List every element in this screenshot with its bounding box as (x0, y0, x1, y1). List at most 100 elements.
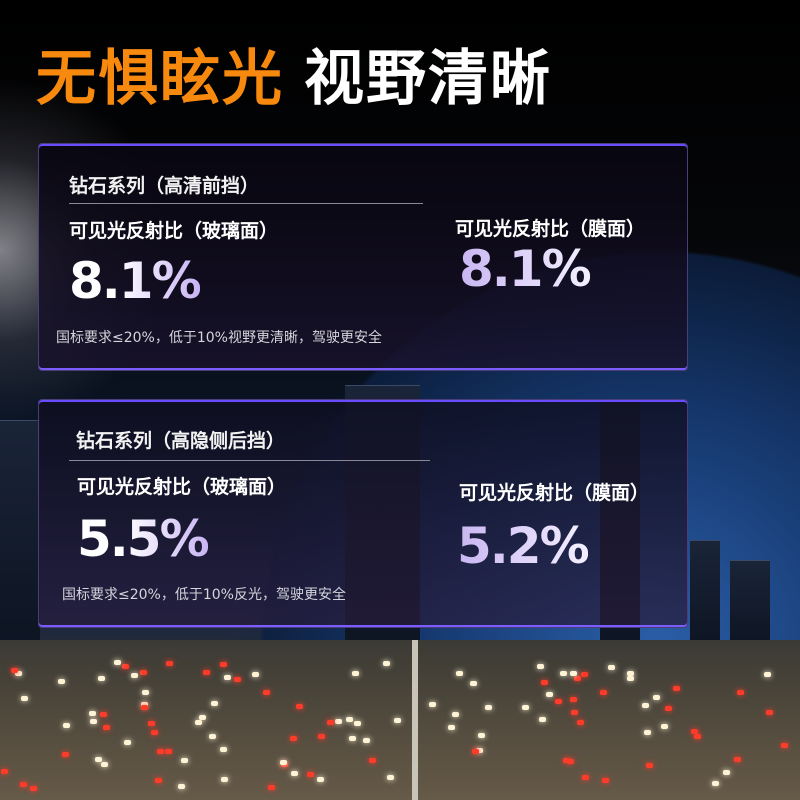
car-light (451, 712, 459, 718)
car-light (165, 661, 173, 667)
car-light (208, 734, 216, 740)
car-light (352, 670, 360, 676)
spec-card-side-rear: 钻石系列（高隐侧后挡） 可见光反射比（玻璃面） 5.5% 可见光反射比（膜面） … (38, 399, 688, 628)
car-light (570, 671, 578, 677)
car-light (627, 676, 634, 682)
car-light (211, 700, 219, 706)
car-light (382, 660, 390, 666)
car-light (177, 784, 185, 790)
car-light (150, 730, 158, 736)
car-light (368, 758, 376, 763)
car-light (318, 734, 326, 740)
series-name: 钻石系列（高隐侧后挡） (76, 430, 286, 452)
glass-value: 8.1% (69, 252, 202, 310)
car-light (326, 719, 334, 725)
car-light (219, 662, 227, 668)
car-light (555, 698, 563, 704)
glass-label: 可见光反射比（玻璃面） (77, 476, 287, 498)
car-light (569, 696, 577, 702)
car-light (224, 675, 232, 680)
car-light (102, 724, 110, 730)
building (0, 420, 40, 650)
series-name: 钻石系列（高清前挡） (69, 175, 260, 197)
car-light (141, 701, 149, 707)
standard-note: 国标要求≤20%，低于10%视野更清晰，驾驶更安全 (56, 330, 382, 346)
standard-note: 国标要求≤20%，低于10%反光，驾驶更安全 (62, 587, 346, 603)
car-light (394, 717, 402, 723)
car-light (766, 709, 773, 715)
film-label: 可见光反射比（膜面） (459, 482, 650, 504)
car-light (198, 714, 206, 720)
car-light (472, 748, 480, 754)
car-light (154, 777, 162, 783)
car-light (89, 710, 97, 716)
car-light (642, 703, 650, 709)
car-light (11, 667, 18, 673)
car-light (734, 757, 742, 763)
car-light (306, 771, 314, 777)
glass-value: 5.5% (77, 510, 210, 568)
divider (69, 460, 430, 461)
car-light (1, 769, 9, 775)
car-light (100, 761, 108, 767)
car-light (142, 689, 150, 695)
headline: 无惧眩光 视野清晰 (36, 30, 552, 117)
car-light (661, 723, 669, 729)
building (690, 540, 720, 650)
car-light (317, 776, 325, 782)
car-light (691, 728, 699, 734)
car-light (295, 703, 303, 709)
car-light (538, 716, 546, 722)
car-light (447, 724, 455, 730)
car-light (521, 704, 529, 710)
car-light (140, 670, 148, 676)
car-light (581, 671, 588, 677)
car-light (147, 720, 155, 726)
car-light (764, 671, 772, 677)
car-light (545, 692, 553, 698)
car-light (665, 706, 673, 712)
car-light (100, 712, 108, 718)
car-light (20, 696, 28, 702)
car-light (566, 758, 574, 764)
car-light (573, 675, 581, 681)
film-value: 5.2% (457, 517, 590, 575)
spec-card-front: 钻石系列（高清前挡） 可见光反射比（玻璃面） 8.1% 可见光反射比（膜面） 8… (38, 143, 688, 371)
car-light (781, 742, 789, 748)
car-light (428, 702, 436, 708)
film-value: 8.1% (459, 240, 592, 298)
car-light (220, 747, 228, 753)
car-light (577, 719, 585, 725)
car-light (456, 671, 464, 677)
car-light (353, 721, 361, 727)
car-light (181, 758, 189, 764)
car-light (268, 784, 276, 790)
car-light (30, 786, 38, 792)
car-light (540, 679, 548, 685)
car-light (263, 690, 271, 696)
car-light (61, 751, 69, 757)
car-light (476, 747, 484, 753)
building (730, 560, 770, 650)
car-light (140, 705, 148, 711)
car-light (627, 671, 635, 677)
divider (69, 203, 423, 204)
car-light (571, 709, 579, 715)
car-light (723, 769, 731, 775)
headline-part1: 无惧眩光 (36, 44, 284, 114)
car-light (582, 774, 590, 780)
car-light (607, 664, 615, 670)
car-light (280, 759, 288, 765)
car-light (20, 782, 28, 788)
car-light (363, 737, 371, 743)
car-light (562, 757, 570, 763)
car-light (737, 689, 745, 695)
car-light (113, 660, 121, 665)
car-light (348, 736, 356, 742)
car-light (281, 762, 289, 768)
car-light (386, 775, 394, 781)
car-light (221, 777, 229, 783)
car-light (536, 663, 544, 669)
car-light (98, 675, 106, 681)
car-light (335, 718, 343, 724)
